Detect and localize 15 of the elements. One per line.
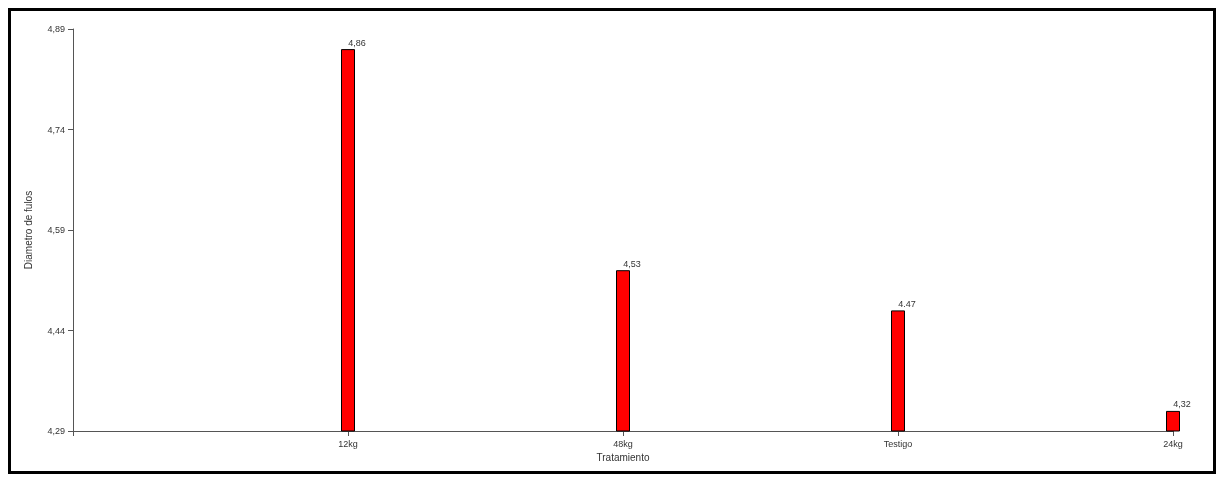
- y-tick-label: 4,59: [47, 225, 65, 235]
- x-tick-label: 48kg: [613, 438, 633, 449]
- data-label: 4.47: [898, 298, 916, 309]
- x-axis-title: Tratamiento: [596, 452, 650, 464]
- y-tick-label: 4,74: [47, 124, 65, 135]
- x-tick-label: Testigo: [883, 438, 913, 449]
- x-tick-label: 24kg: [1163, 438, 1183, 449]
- y-tick-label: 4,89: [47, 24, 65, 34]
- y-tick-label: 4,44: [47, 325, 65, 336]
- data-label: 4,53: [623, 258, 641, 269]
- data-label: 4,86: [348, 37, 366, 48]
- y-tick-label: 4,29: [47, 426, 65, 436]
- x-tick-label: 12kg: [338, 438, 358, 449]
- y-axis-title: Diametro de fulos: [22, 190, 34, 270]
- data-label: 4,32: [1173, 399, 1191, 410]
